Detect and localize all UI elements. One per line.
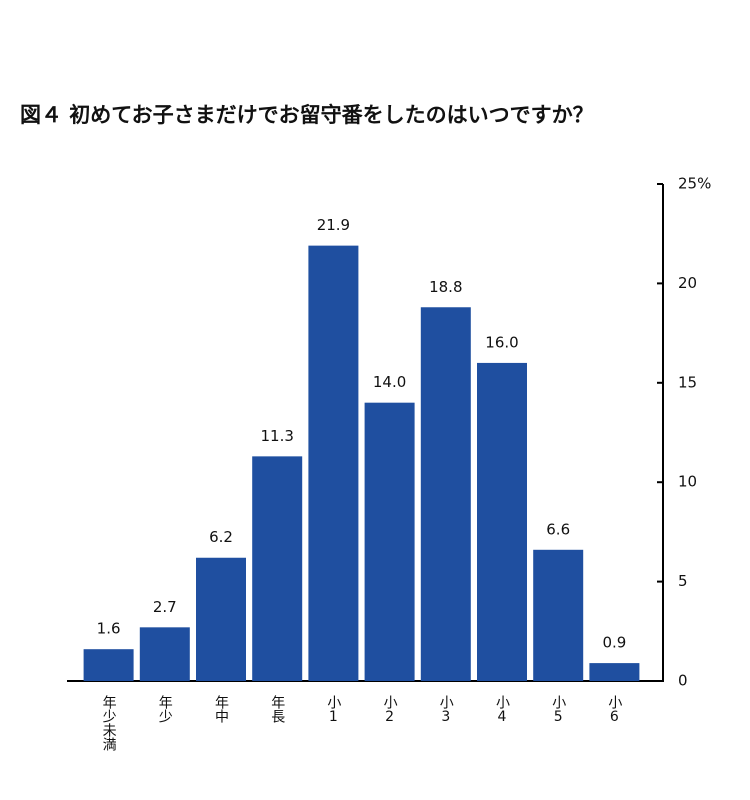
bar: [533, 549, 584, 681]
bar: [477, 362, 527, 681]
bar: [139, 627, 190, 681]
value-label: 6.2: [209, 528, 233, 546]
x-tick-label: 小2: [382, 695, 398, 725]
value-label: 6.6: [546, 520, 570, 538]
x-tick-label: 小6: [606, 695, 622, 725]
value-label: 1.6: [97, 620, 121, 638]
bar: [252, 456, 303, 681]
y-tick-label: 5: [678, 572, 688, 590]
bar: [308, 245, 359, 682]
value-label: 21.9: [317, 216, 350, 234]
value-label: 0.9: [602, 634, 626, 652]
x-tick-label: 小5: [550, 695, 566, 725]
x-tick-label: 年長: [269, 695, 285, 723]
value-label: 16.0: [485, 333, 518, 351]
y-tick-label: 0: [678, 672, 688, 690]
chart-title: 図４ 初めてお子さまだけでお留守番をしたのはいつですか？: [20, 103, 594, 127]
x-tick-label: 小4: [494, 695, 510, 725]
y-tick-label: 20: [678, 274, 697, 292]
y-tick-label: 10: [678, 473, 697, 491]
x-tick-label: 小3: [438, 695, 454, 725]
y-tick-label: 25%: [678, 175, 711, 193]
value-label: 18.8: [429, 278, 462, 296]
x-tick-label: 小1: [325, 695, 341, 725]
bar: [196, 557, 246, 681]
bar: [420, 307, 471, 681]
value-label: 14.0: [373, 373, 406, 391]
x-tick-label: 年少未満: [101, 695, 117, 751]
value-label: 11.3: [260, 427, 293, 445]
bar: [83, 649, 134, 681]
x-tick-label: 年少: [157, 695, 173, 723]
bar: [589, 663, 640, 681]
bar: [364, 402, 415, 681]
y-tick-label: 15: [678, 373, 697, 391]
x-tick-label: 年中: [213, 695, 229, 723]
value-label: 2.7: [153, 598, 177, 616]
